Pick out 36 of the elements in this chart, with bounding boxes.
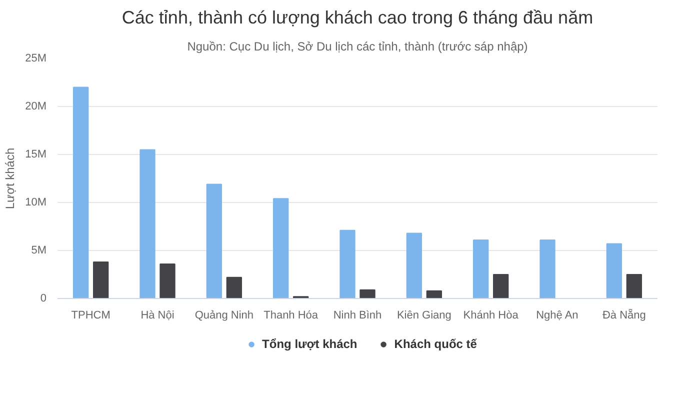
x-tick-label: Hà Nội	[140, 310, 174, 322]
x-tick-label: Đà Nẵng	[602, 308, 646, 322]
bar	[473, 239, 489, 298]
bar	[626, 274, 642, 298]
bar	[273, 198, 289, 298]
bar	[93, 262, 109, 298]
legend-label: Tổng lượt khách	[262, 337, 358, 351]
y-tick-label: 0	[40, 292, 47, 304]
x-tick-label: Ninh Bình	[333, 310, 382, 322]
bar	[73, 86, 89, 298]
bar	[493, 274, 509, 298]
bar	[406, 232, 422, 298]
bar	[206, 184, 222, 298]
x-tick-label: Quảng Ninh	[194, 310, 254, 322]
y-tick-label: 15M	[25, 148, 47, 160]
y-axis-title: Lượt khách	[3, 148, 18, 210]
y-tick-label: 5M	[31, 244, 46, 256]
y-tick-label: 10M	[25, 196, 47, 208]
x-tick-label: Khánh Hòa	[463, 310, 520, 322]
legend-label: Khách quốc tế	[394, 337, 477, 351]
y-tick-label: 20M	[25, 100, 47, 112]
x-tick-label: Kiên Giang	[396, 310, 452, 322]
bar	[226, 276, 242, 298]
bar	[606, 243, 622, 298]
x-tick-label: Thanh Hóa	[264, 310, 319, 322]
bar	[160, 263, 176, 298]
bar	[540, 239, 556, 298]
y-tick-label: 25M	[25, 52, 47, 64]
x-tick-label: TPHCM	[71, 310, 110, 322]
chart-subtitle: Nguồn: Cục Du lịch, Sở Du lịch các tỉnh, thành (trước sáp nhập)	[187, 40, 528, 54]
bar	[140, 149, 156, 298]
x-tick-label: Nghệ An	[536, 310, 578, 322]
bar	[360, 289, 376, 298]
bar	[426, 290, 442, 298]
chart-title: Các tỉnh, thành có lượng khách cao trong 6 tháng đầu năm	[122, 8, 594, 28]
bar	[340, 230, 356, 298]
